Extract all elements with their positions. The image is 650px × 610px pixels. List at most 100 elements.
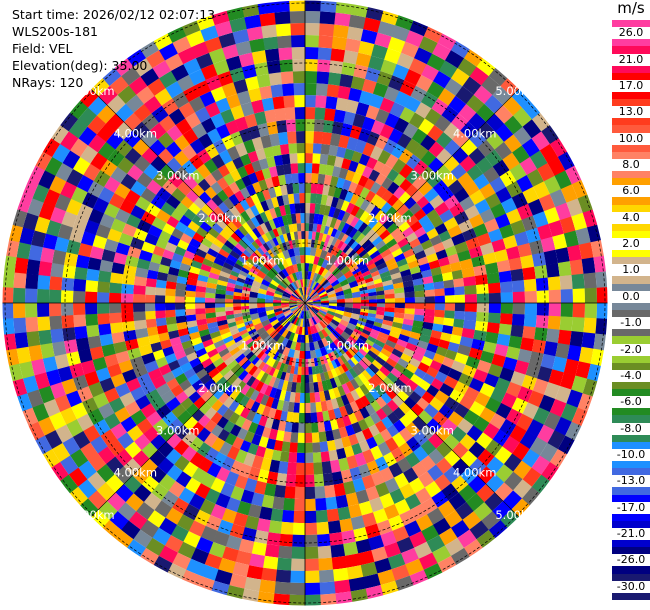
radar-gate	[329, 377, 338, 389]
radar-gate	[336, 146, 347, 159]
radar-gate	[398, 221, 411, 233]
radar-gate	[305, 270, 309, 280]
radar-gate	[305, 298, 312, 303]
radar-gate	[348, 433, 359, 446]
radar-gate	[455, 501, 474, 520]
radar-gate	[200, 525, 218, 542]
radar-gate	[449, 202, 465, 218]
radar-gate	[145, 202, 161, 217]
radar-gate	[363, 342, 373, 351]
radar-gate	[98, 270, 112, 283]
radar-gate	[328, 332, 338, 342]
radar-gate	[345, 202, 356, 214]
radar-gate	[192, 362, 205, 374]
radar-gate	[146, 269, 159, 280]
radar-gate	[357, 175, 369, 188]
radar-gate	[61, 378, 78, 395]
radar-gate	[114, 208, 131, 224]
radar-gate	[391, 394, 404, 408]
radar-gate	[418, 410, 433, 425]
radar-gate	[282, 346, 291, 357]
radar-gate	[495, 187, 512, 204]
radar-gate	[165, 396, 181, 412]
radar-gate	[264, 109, 277, 124]
radar-gate	[235, 280, 245, 287]
radar-gate	[451, 442, 469, 459]
radar-gate	[404, 69, 422, 86]
radar-gate	[527, 390, 544, 408]
radar-gate	[212, 451, 227, 467]
radar-gate	[482, 166, 500, 184]
radar-gate	[282, 83, 295, 97]
radar-gate	[559, 274, 573, 290]
radar-gate	[87, 257, 102, 271]
radar-gate	[368, 291, 377, 297]
radar-gate	[204, 252, 216, 263]
radar-gate	[195, 536, 214, 554]
radar-gate	[270, 247, 278, 257]
radar-gate	[167, 563, 187, 580]
radar-gate	[296, 374, 302, 383]
radar-gate	[242, 334, 252, 343]
radar-gate	[245, 207, 256, 220]
radar-gate	[452, 147, 469, 164]
radar-gate	[510, 324, 524, 338]
radar-gate	[418, 181, 433, 197]
radar-gate	[276, 226, 283, 236]
radar-gate	[548, 220, 564, 237]
radar-gate	[230, 270, 240, 278]
radar-gate	[154, 88, 173, 106]
radar-gate	[355, 207, 366, 220]
radar-gate	[241, 372, 253, 384]
radar-gate	[358, 263, 368, 272]
radar-gate	[339, 279, 349, 287]
radar-gate	[405, 342, 418, 352]
radar-gate	[229, 17, 248, 33]
radar-gate	[459, 395, 475, 410]
radar-gate	[492, 159, 510, 177]
radar-gate	[175, 372, 188, 385]
radar-gate	[162, 249, 175, 260]
radar-gate	[434, 288, 445, 297]
radar-gate	[351, 443, 363, 456]
radar-gate	[413, 385, 427, 398]
radar-gate	[172, 552, 192, 570]
radar-gate	[342, 179, 352, 192]
radar-gate	[195, 248, 208, 259]
radar-gate	[168, 266, 180, 276]
radar-gate	[310, 292, 318, 299]
radar-gate	[262, 354, 271, 364]
radar-gate	[191, 408, 205, 422]
radar-gate	[161, 490, 179, 508]
radar-gate	[313, 357, 319, 367]
radar-gate	[216, 177, 229, 190]
radar-gate	[387, 411, 400, 425]
radar-gate	[348, 317, 359, 326]
radar-gate	[437, 33, 457, 51]
radar-gate	[479, 208, 496, 224]
radar-gate	[503, 134, 522, 153]
radar-gate	[404, 96, 422, 113]
radar-gate	[207, 321, 219, 329]
radar-gate	[319, 307, 328, 313]
radar-gate	[312, 442, 321, 453]
radar-gate	[386, 168, 400, 182]
radar-gate	[351, 150, 363, 164]
radar-gate	[261, 426, 272, 439]
radar-gate	[251, 345, 260, 354]
radar-gate	[426, 507, 445, 525]
radar-gate	[371, 221, 383, 233]
radar-gate	[437, 88, 456, 106]
radar-gate	[54, 394, 72, 413]
radar-gate	[275, 23, 292, 37]
radar-gate	[292, 316, 299, 325]
radar-gate	[396, 536, 415, 554]
radar-gate	[340, 265, 351, 275]
radar-gate	[298, 172, 306, 184]
radar-gate	[304, 382, 310, 394]
radar-gate	[165, 81, 184, 99]
radar-gate	[320, 300, 330, 304]
radar-gate	[391, 198, 405, 212]
radar-gate	[300, 334, 305, 343]
radar-gate	[203, 432, 218, 448]
